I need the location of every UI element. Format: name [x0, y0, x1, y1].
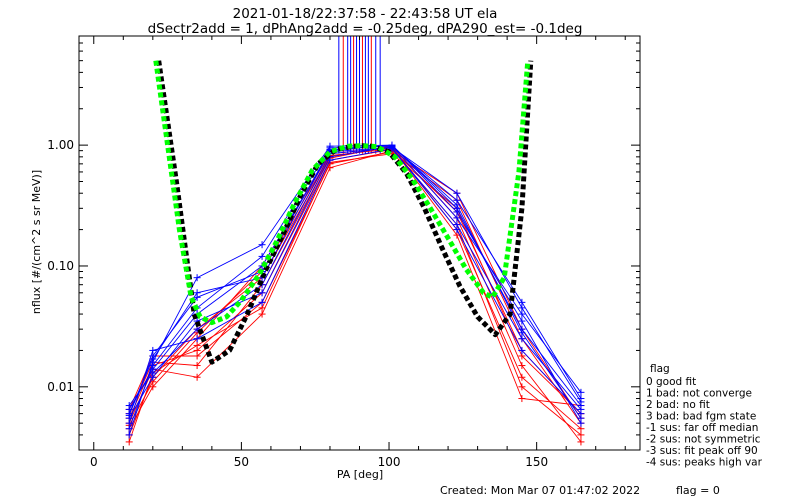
red-series-point: [258, 310, 266, 318]
blue-series-point: [577, 405, 585, 413]
blue-series-point: [453, 221, 461, 229]
red-series-point: [193, 352, 201, 360]
red-series-point: [577, 438, 585, 446]
blue-series-point: [453, 189, 461, 197]
blue-series-point: [518, 317, 526, 325]
red-series-line: [128, 150, 582, 424]
legend-item: -3 sus: fit peak off 90: [646, 445, 758, 457]
blue-series-point: [149, 373, 157, 381]
red-series-point: [577, 431, 585, 439]
blue-series-point: [193, 274, 201, 282]
blue-series-point: [193, 335, 201, 343]
blue-series-point: [258, 252, 266, 260]
axes: 0 50 100 150 0.01 0.10 1.00: [47, 35, 641, 469]
blue-series-point: [149, 365, 157, 373]
red-series-point: [193, 341, 201, 349]
footer-created: Created: Mon Mar 07 01:47:02 2022: [440, 484, 640, 497]
blue-series-point: [258, 298, 266, 306]
blue-series-point: [258, 289, 266, 297]
red-series-point: [193, 362, 201, 370]
blue-series-point: [388, 142, 396, 150]
chart-title: 2021-01-18/22:37:58 - 22:43:58 UT ela: [233, 6, 498, 22]
blue-series-line: [128, 145, 582, 429]
red-series-point: [518, 373, 526, 381]
legend-item: 3 bad: bad fgm state: [646, 411, 756, 423]
blue-series-point: [518, 335, 526, 343]
blue-series-point: [453, 214, 461, 222]
y-axis-label: nflux [#/(cm^2 s sr MeV)]: [30, 170, 43, 314]
plot-area: [125, 36, 585, 446]
blue-series-point: [125, 431, 133, 439]
x-tick-label: 100: [378, 455, 401, 469]
y-tick-label: 0.01: [47, 380, 74, 394]
chart-subtitle: dSectr2add = 1, dPhAng2add = -0.25deg, d…: [148, 21, 583, 37]
legend-item: -4 sus: peaks high var: [646, 457, 763, 469]
red-series-point: [518, 362, 526, 370]
red-series-point: [125, 438, 133, 446]
blue-series-point: [518, 304, 526, 312]
legend-title: flag: [650, 363, 670, 375]
blue-series-point: [125, 419, 133, 427]
blue-series-point: [453, 208, 461, 216]
blue-series-point: [258, 241, 266, 249]
legend-item: 0 good fit: [646, 376, 696, 388]
footer-flag: flag = 0: [676, 484, 720, 497]
legend-item: -2 sus: not symmetric: [646, 434, 761, 446]
red-series-point: [518, 395, 526, 403]
x-tick-label: 50: [234, 455, 249, 469]
legend-item: -1 sus: far off median: [646, 422, 758, 434]
blue-series-point: [518, 310, 526, 318]
blue-series-point: [518, 346, 526, 354]
x-tick-label: 150: [525, 455, 548, 469]
blue-series-point: [577, 398, 585, 406]
y-tick-label: 1.00: [47, 138, 74, 152]
blue-series-point: [326, 156, 334, 164]
blue-series-point: [453, 201, 461, 209]
legend-item: 1 bad: not converge: [646, 388, 752, 400]
red-series-point: [193, 373, 201, 381]
legend-item: 2 bad: no fit: [646, 399, 710, 411]
blue-series-point: [149, 352, 157, 360]
blue-series-point: [518, 329, 526, 337]
fit-green-curve: [153, 60, 531, 326]
blue-series-point: [193, 293, 201, 301]
legend: flag 0 good fit 1 bad: not converge 2 ba…: [646, 363, 763, 469]
red-series-point: [518, 383, 526, 391]
blue-series-line: [128, 148, 582, 424]
x-tick-label: 0: [90, 455, 98, 469]
blue-series-point: [577, 414, 585, 422]
y-tick-label: 0.10: [47, 259, 74, 273]
blue-series-point: [125, 411, 133, 419]
blue-series-point: [577, 388, 585, 396]
red-series-line: [128, 151, 582, 424]
x-axis-label: PA [deg]: [337, 468, 383, 481]
